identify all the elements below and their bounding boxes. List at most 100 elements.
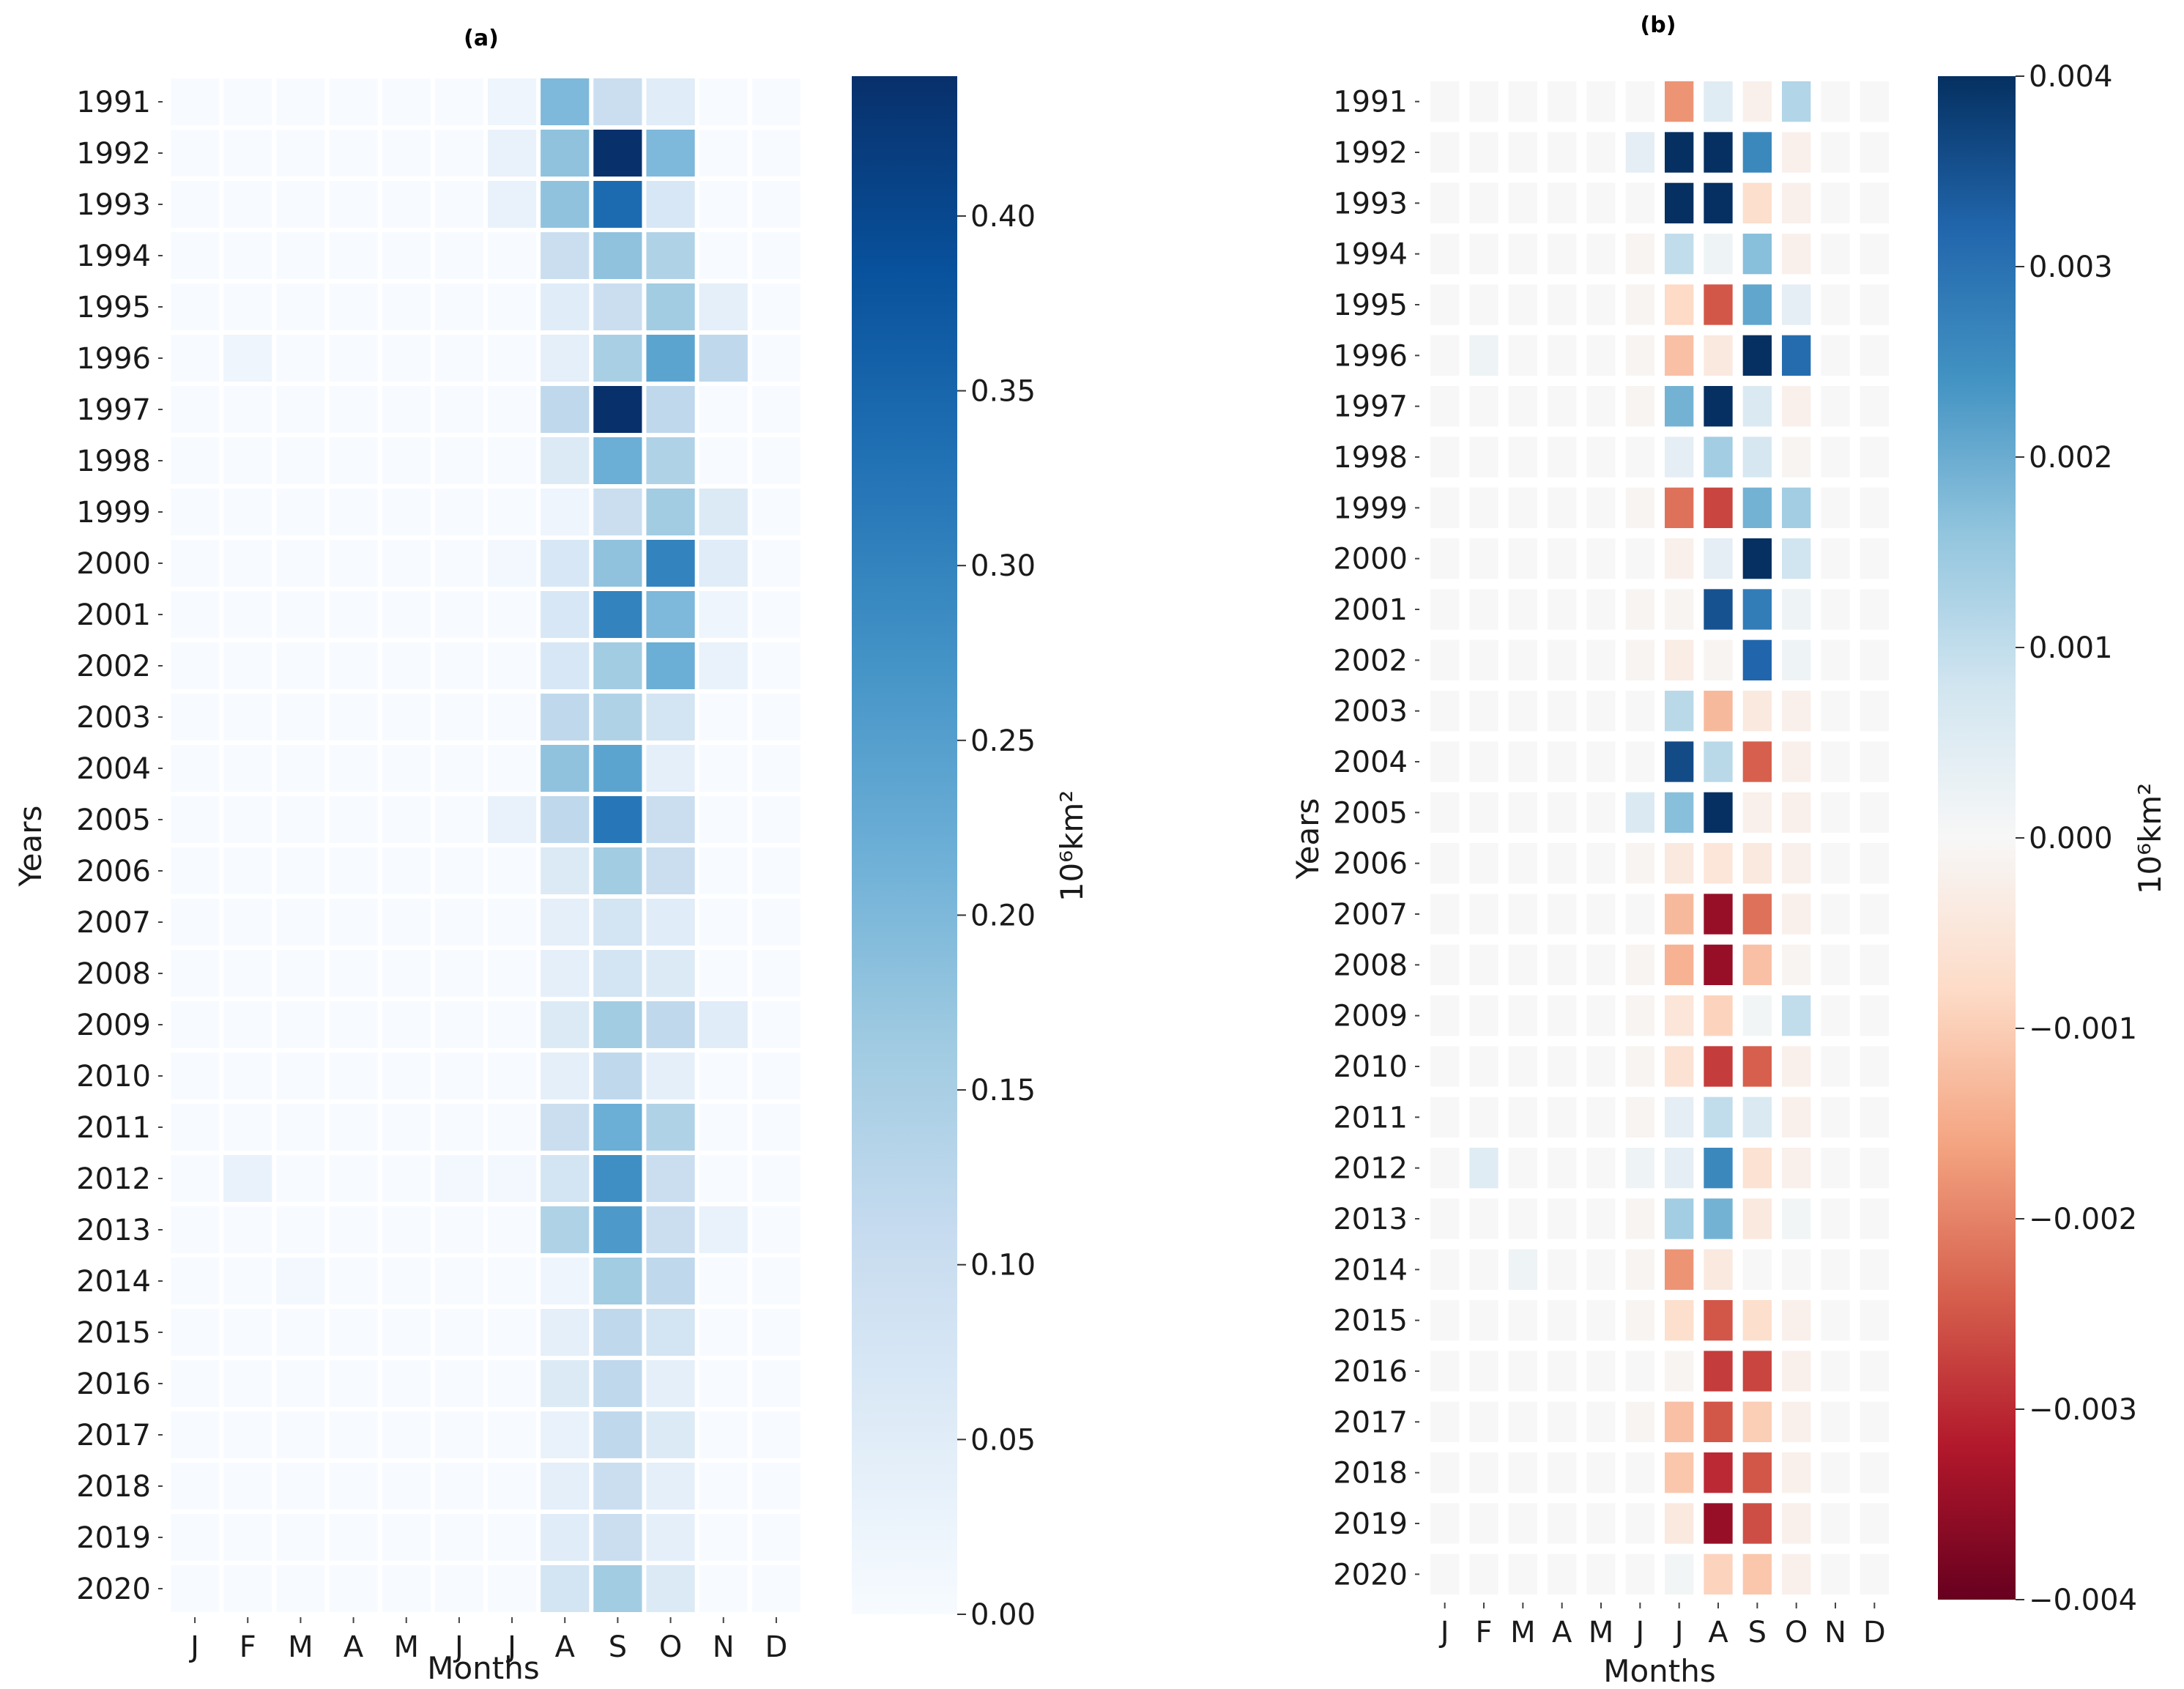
heatmap-cell [434, 1001, 483, 1048]
y-tick-label: 2012 [76, 1162, 151, 1196]
heatmap-cell [541, 1104, 590, 1151]
heatmap-cell [223, 591, 272, 638]
heatmap-cell [434, 796, 483, 843]
y-tick-label: 2020 [1333, 1558, 1408, 1592]
heatmap-cell [1704, 589, 1733, 630]
heatmap-cell [1860, 1096, 1889, 1137]
heatmap-cell [1548, 1351, 1577, 1392]
heatmap-cell [434, 1411, 483, 1458]
heatmap-cell [1860, 1351, 1889, 1392]
heatmap-cell [434, 591, 483, 638]
heatmap-cell [1782, 1148, 1811, 1189]
heatmap-cell [1586, 792, 1616, 833]
heatmap-cell [382, 232, 431, 279]
heatmap-cell [434, 540, 483, 587]
heatmap-cell [751, 232, 801, 279]
heatmap-cell [1586, 1401, 1616, 1442]
colorbar-tick-label: 0.30 [970, 549, 1036, 583]
heatmap-cell [1782, 386, 1811, 427]
panel-b-colorbar [1938, 76, 2016, 1600]
heatmap-cell [1548, 1096, 1577, 1137]
heatmap-cell [751, 1258, 801, 1304]
heatmap-cell [1665, 234, 1694, 275]
heatmap-cell [1430, 335, 1460, 376]
x-tick-label: M [1589, 1616, 1614, 1649]
x-tick-label: D [1863, 1616, 1886, 1649]
heatmap-cell [382, 78, 431, 125]
heatmap-cell [541, 283, 590, 330]
x-tick-label: O [1785, 1616, 1808, 1649]
y-tick-label: 1993 [76, 188, 151, 222]
heatmap-cell [1704, 944, 1733, 985]
heatmap-cell [1625, 335, 1654, 376]
heatmap-cell [541, 899, 590, 946]
heatmap-cell [1665, 1553, 1694, 1595]
heatmap-cell [699, 489, 748, 535]
heatmap-cell [699, 1053, 748, 1099]
heatmap-cell [1704, 284, 1733, 325]
heatmap-cell [541, 796, 590, 843]
heatmap-cell [1430, 843, 1460, 884]
heatmap-cell [646, 335, 695, 382]
heatmap-cell [1782, 944, 1811, 985]
heatmap-cell [1742, 132, 1772, 173]
heatmap-cell [276, 642, 325, 689]
heatmap-cell [329, 437, 378, 484]
heatmap-cell [1860, 944, 1889, 985]
heatmap-cell [751, 1104, 801, 1151]
heatmap-cell [1625, 944, 1654, 985]
heatmap-cell [382, 1360, 431, 1407]
heatmap-cell [488, 437, 537, 484]
y-tick-label: 1998 [1333, 441, 1408, 475]
heatmap-cell [276, 1565, 325, 1612]
panel-b-cells [1430, 81, 1889, 1595]
heatmap-cell [1625, 1046, 1654, 1087]
heatmap-cell [1665, 741, 1694, 782]
heatmap-cell [1430, 182, 1460, 223]
heatmap-cell [646, 1565, 695, 1612]
heatmap-cell [223, 437, 272, 484]
heatmap-cell [1508, 995, 1537, 1036]
y-tick-label: 2015 [1333, 1304, 1408, 1338]
heatmap-cell [382, 642, 431, 689]
heatmap-cell [751, 950, 801, 997]
heatmap-cell [1469, 1351, 1498, 1392]
heatmap-cell [488, 899, 537, 946]
heatmap-cell [1469, 182, 1498, 223]
heatmap-cell [751, 1411, 801, 1458]
heatmap-cell [276, 1258, 325, 1304]
colorbar-tick-label: 0.004 [2029, 60, 2113, 94]
heatmap-cell [382, 130, 431, 177]
heatmap-cell [1430, 1452, 1460, 1493]
heatmap-cell [699, 1360, 748, 1407]
heatmap-cell [382, 899, 431, 946]
y-tick-label: 2016 [1333, 1355, 1408, 1389]
heatmap-cell [646, 1206, 695, 1253]
heatmap-cell [1469, 1148, 1498, 1189]
colorbar-tick-label: 0.25 [970, 724, 1036, 758]
y-tick-label: 1994 [76, 240, 151, 273]
heatmap-cell [1508, 284, 1537, 325]
heatmap-cell [1625, 1503, 1654, 1544]
heatmap-cell [1742, 995, 1772, 1036]
heatmap-cell [434, 1206, 483, 1253]
panel-a-y-ticks: 1991 1992 1993 1994 1995 1996 1997 1998 1999 2000… [76, 86, 163, 1606]
heatmap-cell [1742, 538, 1772, 579]
heatmap-cell [223, 1514, 272, 1561]
heatmap-cell [382, 591, 431, 638]
heatmap-cell [1586, 81, 1616, 122]
heatmap-cell [1508, 335, 1537, 376]
heatmap-cell [1430, 589, 1460, 630]
heatmap-cell [276, 540, 325, 587]
heatmap-cell [488, 642, 537, 689]
heatmap-cell [1508, 894, 1537, 935]
heatmap-cell [488, 745, 537, 792]
heatmap-cell [488, 232, 537, 279]
heatmap-cell [1704, 81, 1733, 122]
x-tick-label: N [1824, 1616, 1846, 1649]
heatmap-cell [382, 540, 431, 587]
y-tick-label: 2015 [76, 1316, 151, 1350]
heatmap-cell [1782, 234, 1811, 275]
heatmap-cell [276, 1104, 325, 1151]
heatmap-cell [1742, 182, 1772, 223]
